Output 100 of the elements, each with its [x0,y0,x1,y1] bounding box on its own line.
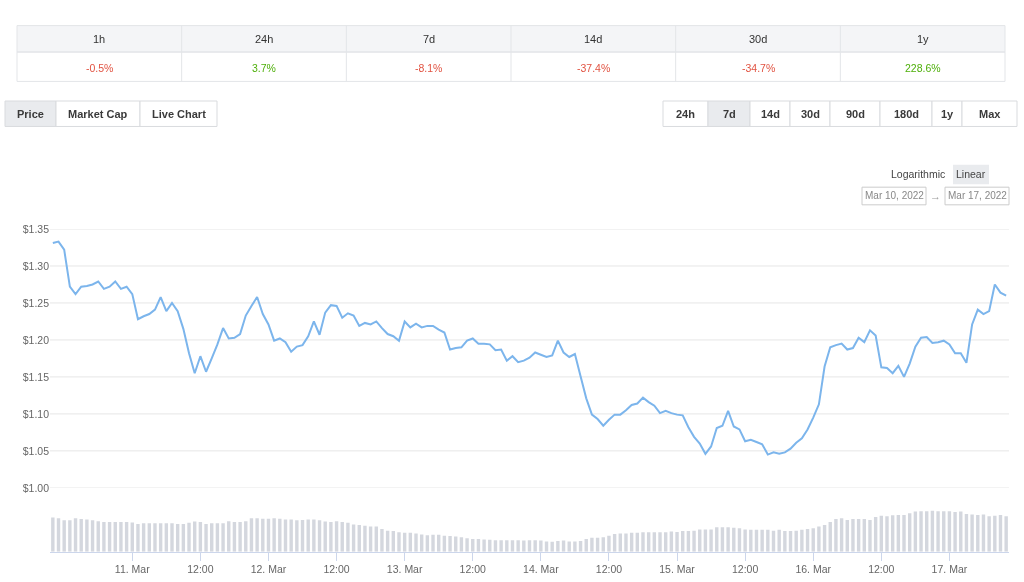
text: -8.1% [415,62,443,74]
text: 24h [676,108,696,120]
bar [329,521,333,552]
x-tick-label: 12:00 [595,563,623,576]
bar [170,523,174,552]
bar [692,530,696,552]
y-tick-label: $1.25 [22,296,50,309]
x-tick-label: 15. Mar [659,563,696,576]
text: 1y [941,108,955,120]
bar [363,525,367,552]
bar [556,541,560,552]
bar [153,523,157,552]
bar [868,519,872,552]
text: -34.7% [742,62,776,74]
bar [51,517,55,552]
bar [522,540,526,552]
bar [533,540,537,552]
x-tick-label: 13. Mar [386,563,423,576]
bar [221,523,225,552]
bar [760,529,764,552]
bar [289,519,293,552]
text: Logarithmic [891,168,946,180]
bar [902,514,906,552]
x-tick-label: 12. Mar [250,563,287,576]
text: 14d [584,33,603,45]
bar [641,532,645,552]
text: Market Cap [68,108,128,120]
text: 30d [801,108,820,120]
text: → [930,190,941,202]
text: Max [979,108,1002,120]
text: 1y [917,33,930,45]
bar [590,537,594,552]
bar [306,519,310,552]
y-tick-label: $1.20 [22,333,50,346]
bar [743,529,747,552]
bar [658,532,662,552]
text: Price [17,108,44,120]
bar [539,540,543,552]
bar [885,516,889,552]
bar [119,521,123,552]
bar [766,529,770,552]
x-tick-label: 11. Mar [114,563,151,576]
bar [255,518,259,552]
text: 30d [749,33,768,45]
bar [295,520,299,552]
y-tick-label: $1.15 [22,370,50,383]
y-tick-label: $1.10 [22,407,50,420]
x-tick-label: 12:00 [323,563,350,576]
bar [783,531,787,552]
bar [800,529,804,552]
bar [278,518,282,552]
text: 228.6% [905,62,941,74]
bar [136,524,140,552]
bar [346,522,350,552]
y-tick-label: $1.30 [22,259,50,272]
bar [953,512,957,552]
bar [936,511,940,552]
bar [272,518,276,552]
bar [919,511,923,552]
bar [85,519,89,552]
bar [414,533,418,552]
bar [238,521,242,552]
text: Linear [956,168,986,180]
bar [573,541,577,552]
bar [397,532,401,552]
y-tick-label: $1.35 [22,222,50,235]
text: 14d [761,108,780,120]
text: Mar 17, 2022 [948,190,1008,201]
y-tick-label: $1.00 [22,481,50,494]
bar [312,519,316,552]
bar [431,534,435,552]
bar [749,529,753,552]
bar [62,520,66,552]
bar [777,529,781,552]
text: 180d [894,108,920,120]
bar [607,535,611,552]
bar [68,520,72,552]
text: Live Chart [152,108,207,120]
x-tick-label: 14. Mar [523,563,560,576]
text: 1h [93,33,106,45]
bar [993,515,997,552]
bar [448,536,452,552]
y-tick-label: $1.05 [22,444,50,457]
text: 3.7% [252,62,276,74]
x-tick-label: 12:00 [187,563,214,576]
bar [709,529,713,552]
x-tick-label: 12:00 [868,563,895,576]
bar [465,538,469,552]
bar [204,524,208,552]
bar [187,522,191,552]
bar [675,531,679,552]
text: Mar 10, 2022 [865,190,925,201]
x-tick-label: 12:00 [731,563,759,576]
bar [726,527,730,552]
bar [505,540,509,552]
x-tick-label: 16. Mar [795,563,832,576]
bar [1004,516,1008,552]
text: 7d [723,108,736,120]
bar [817,526,821,552]
bar [261,518,265,552]
